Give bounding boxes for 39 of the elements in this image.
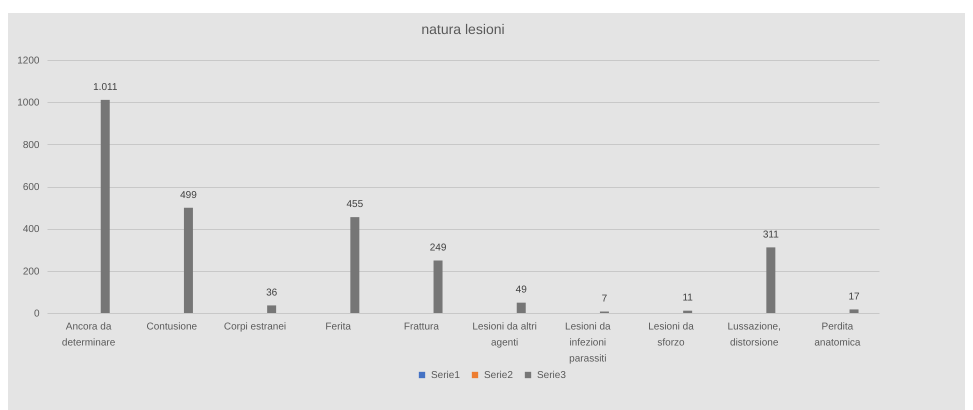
x-tick-label: Lesioni da infezioni parassiti — [565, 322, 612, 364]
data-label: 499 — [180, 190, 198, 201]
y-tick-label: 400 — [22, 224, 40, 236]
legend-label: Serie1 — [431, 370, 460, 381]
legend-label: Serie2 — [484, 370, 514, 381]
x-tick-label: Lesioni da altri agenti — [472, 322, 537, 348]
bar — [100, 100, 110, 313]
bar — [766, 247, 776, 313]
x-tick-label: Contusione — [146, 322, 198, 332]
y-tick-label: 1200 — [17, 56, 40, 66]
x-tick-label: Frattura — [404, 322, 440, 332]
x-tick-label: Ancora da determinare — [62, 322, 116, 348]
data-label: 17 — [848, 291, 860, 302]
chart-title: natura lesioni — [421, 21, 505, 37]
x-tick-label: Perdita anatomica — [814, 322, 861, 348]
data-label: 249 — [430, 242, 447, 254]
bar — [184, 208, 193, 313]
data-label: 49 — [516, 284, 528, 296]
y-tick-label: 0 — [34, 308, 40, 320]
data-label: 1.011 — [93, 82, 118, 93]
data-label: 11 — [682, 292, 694, 304]
x-tick-label: Corpi estranei — [224, 322, 286, 332]
data-label: 36 — [266, 287, 278, 298]
bar — [350, 217, 360, 313]
x-tick-label: Lesioni da sforzo — [648, 322, 694, 348]
data-label: 311 — [762, 229, 780, 240]
y-tick-label: 1000 — [17, 98, 40, 109]
y-tick-label: 800 — [22, 140, 40, 151]
bar — [267, 305, 276, 313]
data-label: 7 — [602, 294, 608, 305]
bar — [434, 260, 443, 313]
x-tick-label: Lussazione, distorsione — [728, 322, 781, 348]
data-label: 455 — [346, 199, 364, 210]
y-tick-label: 200 — [22, 266, 40, 278]
y-tick-label: 600 — [22, 182, 40, 193]
bar — [850, 309, 859, 313]
x-tick-label: Ferita — [325, 322, 352, 332]
bar — [516, 302, 526, 313]
legend-label: Serie3 — [537, 370, 566, 381]
